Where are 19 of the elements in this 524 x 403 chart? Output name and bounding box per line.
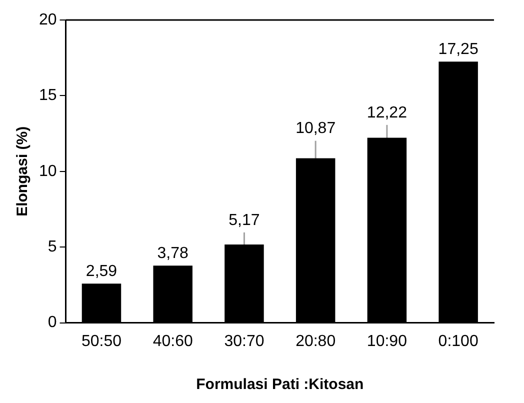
data-label: 3,78 bbox=[157, 244, 189, 262]
x-tick-label: 0:100 bbox=[438, 332, 478, 350]
y-axis-title: Elongasi (%) bbox=[14, 126, 32, 216]
y-tick-label: 5 bbox=[48, 238, 57, 256]
data-label: 10,87 bbox=[296, 120, 336, 138]
x-axis-title: Formulasi Pati :Kitosan bbox=[196, 376, 364, 394]
y-tick-label: 20 bbox=[39, 11, 57, 28]
y-tick-label: 0 bbox=[48, 314, 57, 332]
y-tick-label: 10 bbox=[39, 162, 57, 180]
x-tick-label: 40:60 bbox=[152, 332, 193, 350]
x-tick-label: 50:50 bbox=[81, 332, 122, 350]
data-label: 12,22 bbox=[366, 104, 408, 122]
data-label: 2,59 bbox=[86, 262, 118, 280]
x-tick-label: 20:80 bbox=[296, 332, 336, 350]
data-label: 5,17 bbox=[228, 212, 260, 229]
y-tick-label: 15 bbox=[39, 87, 57, 104]
x-tick-label: 30:70 bbox=[224, 332, 264, 350]
x-tick-label: 10:90 bbox=[366, 332, 408, 350]
data-label: 17,25 bbox=[438, 41, 478, 58]
